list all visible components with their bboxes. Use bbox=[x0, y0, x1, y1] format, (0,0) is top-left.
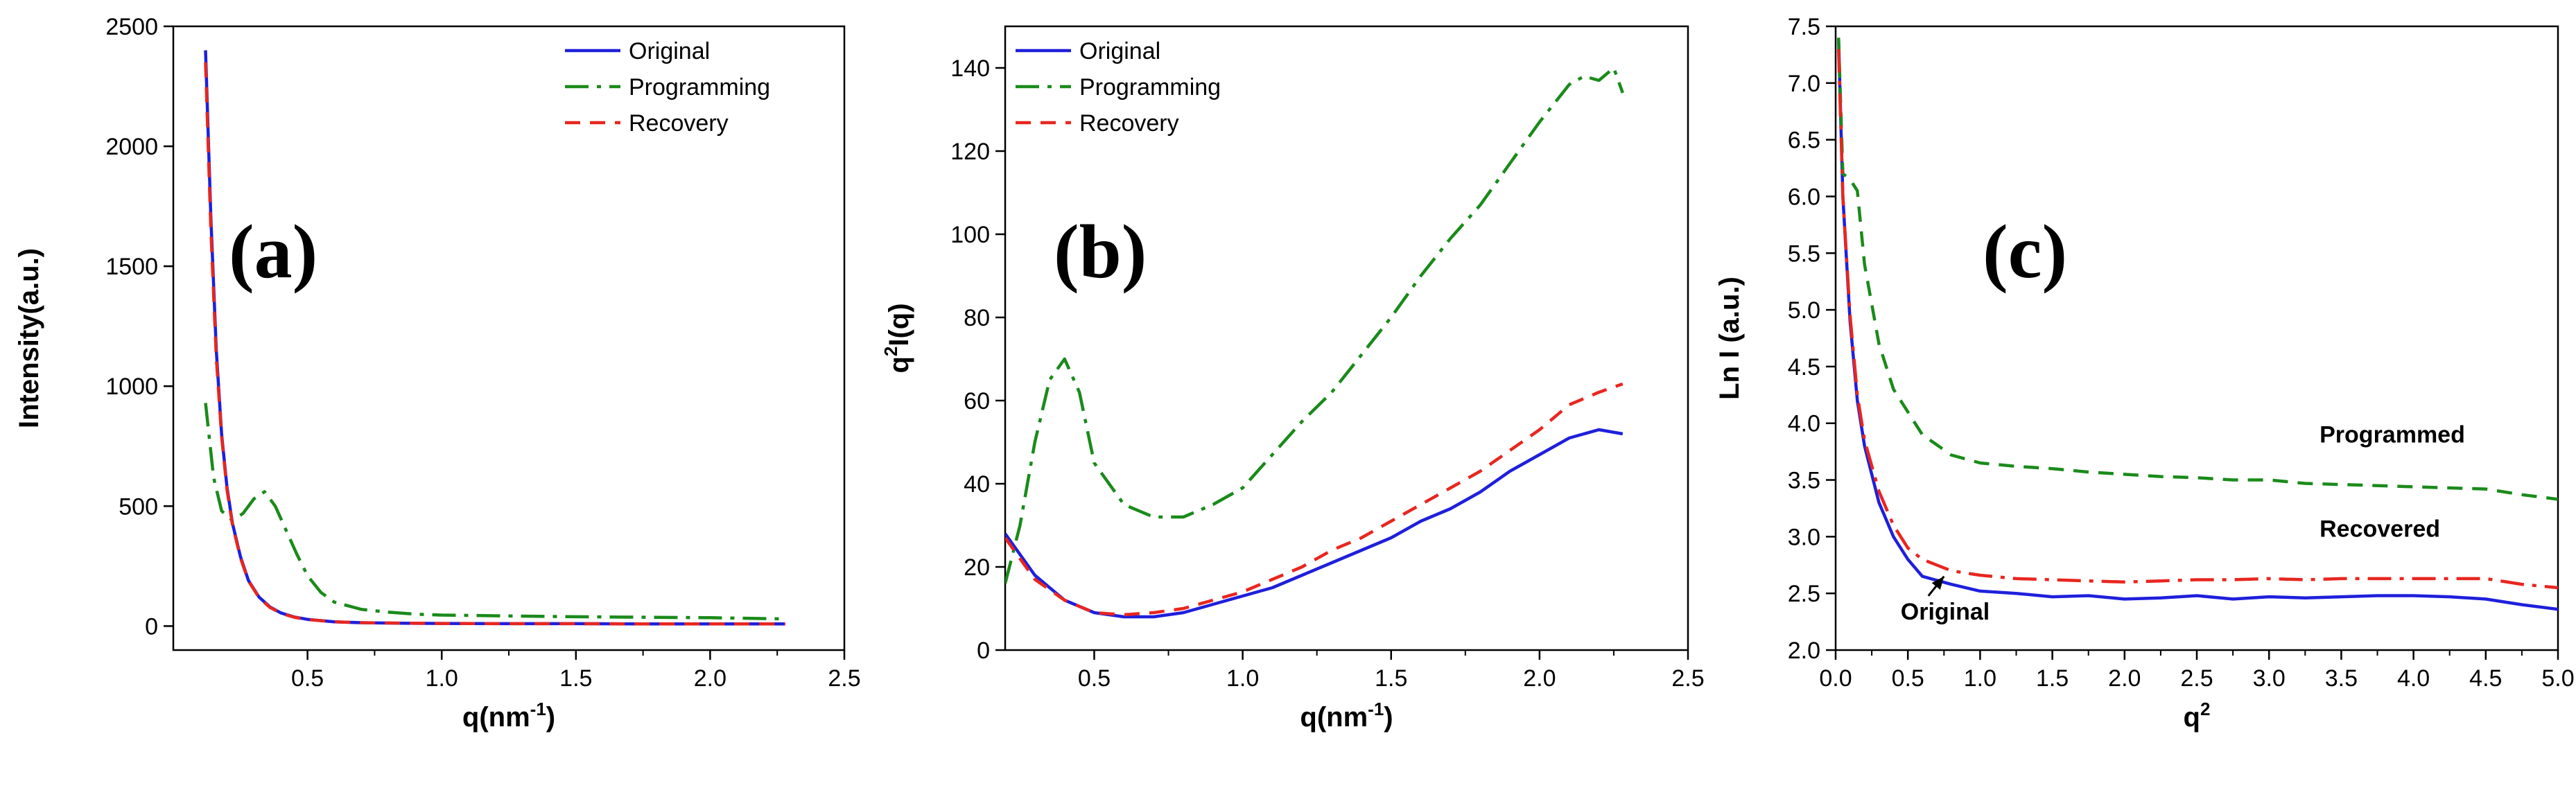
legend-label: Original bbox=[629, 38, 710, 64]
y-tick-label: 1500 bbox=[105, 254, 158, 280]
y-axis-title: Intensity(a.u.) bbox=[14, 248, 44, 428]
x-tick-label: 2.0 bbox=[694, 665, 726, 692]
plot-frame bbox=[1834, 25, 2559, 651]
legend-label: Recovery bbox=[1079, 110, 1179, 137]
y-tick-label: 2.0 bbox=[1788, 638, 1820, 664]
y-tick-label: 6.5 bbox=[1788, 128, 1820, 154]
y-axis-title-main: q bbox=[884, 356, 914, 373]
series-line-original bbox=[1005, 428, 1624, 619]
x-tick-label: 1.5 bbox=[2036, 665, 2069, 692]
y-axis-title-main: Intensity(a.u.) bbox=[14, 248, 44, 428]
y-tick-label: 120 bbox=[950, 139, 990, 165]
y-tick-label: 7.5 bbox=[1788, 14, 1820, 40]
y-tick-label: 4.0 bbox=[1788, 411, 1820, 437]
y-axis-title: Ln I (a.u.) bbox=[1714, 277, 1745, 400]
y-tick-label: 0 bbox=[145, 613, 158, 640]
x-axis-title-sup: -1 bbox=[1368, 699, 1384, 719]
y-tick-label: 0 bbox=[977, 638, 990, 664]
x-axis-title-main: q(nm bbox=[462, 702, 530, 733]
x-tick-label: 1.0 bbox=[1964, 665, 1996, 692]
y-tick-label: 60 bbox=[964, 388, 990, 414]
x-tick-label: 2.0 bbox=[2108, 665, 2141, 692]
y-axis-title-main: Ln I (a.u.) bbox=[1714, 277, 1745, 400]
x-axis-title-sup: -1 bbox=[530, 699, 546, 719]
panel-label: (b) bbox=[1054, 209, 1147, 294]
x-tick-label: 2.5 bbox=[1671, 665, 1704, 692]
y-tick-label: 4.5 bbox=[1788, 354, 1820, 380]
y-tick-label: 5.5 bbox=[1788, 240, 1820, 267]
y-tick-label: 2.5 bbox=[1788, 581, 1820, 607]
x-tick-label: 3.0 bbox=[2253, 665, 2286, 692]
y-tick-label: 3.5 bbox=[1788, 468, 1820, 494]
x-axis-title: q2 bbox=[2184, 699, 2211, 733]
series-line-programming bbox=[204, 403, 785, 621]
x-tick-label: 1.5 bbox=[1375, 665, 1407, 692]
y-axis-title-sup: 2 bbox=[880, 347, 901, 356]
y-tick-label: 2000 bbox=[105, 134, 158, 160]
series-line-original bbox=[1836, 37, 2558, 611]
x-axis-title-sup: 2 bbox=[2200, 699, 2210, 719]
x-tick-label: 2.5 bbox=[828, 665, 860, 692]
legend-label: Programming bbox=[629, 74, 770, 100]
x-tick-label: 4.0 bbox=[2397, 665, 2430, 692]
y-tick-label: 140 bbox=[950, 55, 990, 82]
annotation-label: Programmed bbox=[2320, 422, 2465, 448]
series-line-recovery bbox=[204, 62, 785, 626]
x-tick-label: 2.5 bbox=[2180, 665, 2213, 692]
series-line-programming bbox=[1005, 66, 1624, 584]
legend-label: Original bbox=[1079, 38, 1160, 64]
x-tick-label: 1.0 bbox=[426, 665, 458, 692]
x-axis-title: q(nm-1) bbox=[462, 699, 555, 733]
chart-panel-c: 0.0 0.5 1.0 1.5 2.0 2.5 3.0 3.5 4.0 4.5 5.0 2.0 2.5 3… bbox=[1714, 14, 2575, 733]
x-tick-label: 4.5 bbox=[2469, 665, 2502, 692]
y-axis-title-tail: I(q) bbox=[884, 303, 914, 346]
y-tick-label: 100 bbox=[950, 222, 990, 248]
legend-label: Recovery bbox=[629, 110, 729, 137]
x-axis-title-tail: ) bbox=[546, 702, 555, 733]
x-tick-label: 0.5 bbox=[1892, 665, 1924, 692]
series-line-recovered bbox=[1836, 49, 2558, 590]
x-tick-label: 1.0 bbox=[1226, 665, 1259, 692]
y-tick-label: 20 bbox=[964, 554, 990, 581]
y-tick-label: 6.0 bbox=[1788, 184, 1820, 210]
x-tick-label: 3.5 bbox=[2325, 665, 2358, 692]
y-tick-label: 5.0 bbox=[1788, 297, 1820, 324]
y-tick-label: 80 bbox=[964, 305, 990, 331]
plot-frame bbox=[1004, 25, 1689, 651]
x-tick-label: 1.5 bbox=[559, 665, 592, 692]
x-axis-title: q(nm-1) bbox=[1300, 699, 1393, 733]
plot-frame bbox=[172, 25, 846, 651]
x-tick-label: 0.5 bbox=[291, 665, 324, 692]
y-tick-label: 2500 bbox=[105, 14, 158, 40]
x-tick-label: 2.0 bbox=[1523, 665, 1556, 692]
x-axis-title-tail: ) bbox=[1384, 702, 1393, 733]
annotation-label: Original bbox=[1901, 599, 1990, 625]
y-tick-label: 1000 bbox=[105, 374, 158, 400]
y-axis-title: q2I(q) bbox=[880, 303, 914, 373]
series-line-recovery bbox=[1005, 382, 1624, 617]
x-axis-title-main: q bbox=[2184, 702, 2200, 733]
annotation-label: Recovered bbox=[2320, 516, 2440, 542]
y-tick-label: 500 bbox=[119, 493, 158, 520]
chart-panel-b: 0.5 1.0 1.5 2.0 2.5 0 20 40 60 80 100 120 140 q(nm-1)… bbox=[880, 25, 1705, 733]
chart-panel-a: 0.5 1.0 1.5 2.0 2.5 0 500 1000 1500 2000 2500 q(nm-… bbox=[14, 14, 861, 733]
x-axis-title-main: q(nm bbox=[1300, 702, 1368, 733]
panel-label: (a) bbox=[229, 209, 317, 294]
y-tick-label: 7.0 bbox=[1788, 71, 1820, 97]
x-tick-label: 5.0 bbox=[2541, 665, 2574, 692]
annotation-arrow-head bbox=[1931, 576, 1944, 590]
y-tick-label: 40 bbox=[964, 471, 990, 498]
legend-label: Programming bbox=[1079, 74, 1221, 100]
panel-label: (c) bbox=[1983, 209, 2067, 294]
x-tick-label: 0.0 bbox=[1819, 665, 1852, 692]
y-tick-label: 3.0 bbox=[1788, 524, 1820, 550]
x-tick-label: 0.5 bbox=[1078, 665, 1111, 692]
series-line-programmed bbox=[1836, 37, 2558, 501]
